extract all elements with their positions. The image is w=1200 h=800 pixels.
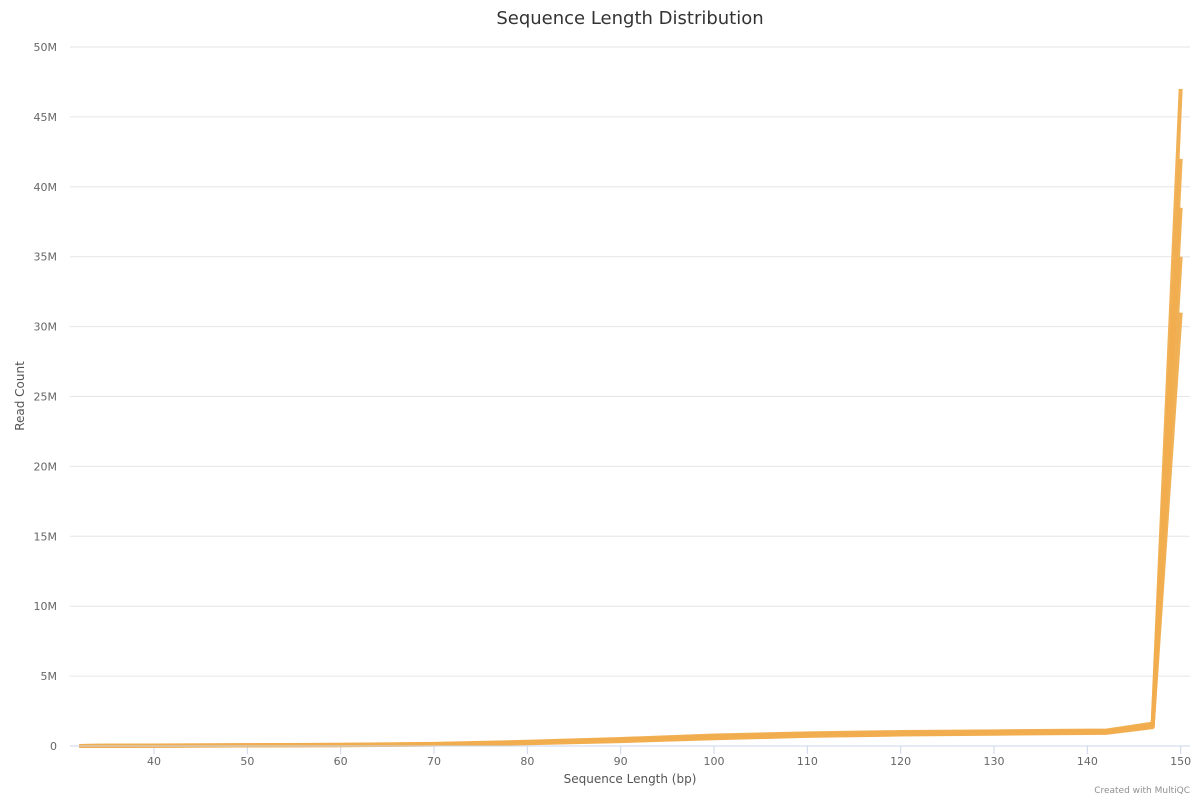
y-tick-label: 50M (34, 41, 58, 54)
x-tick-label: 60 (334, 755, 348, 768)
series-group (79, 88, 1183, 748)
y-axis-title: Read Count (13, 361, 27, 431)
y-tick-label: 0 (50, 740, 57, 753)
series-line (79, 88, 1183, 748)
x-tick-label: 130 (984, 755, 1005, 768)
y-tick-label: 30M (34, 321, 58, 334)
y-tick-label: 5M (41, 670, 58, 683)
x-tick-label: 40 (147, 755, 161, 768)
x-tick-label: 70 (427, 755, 441, 768)
y-tick-label: 45M (34, 111, 58, 124)
series-line (79, 158, 1183, 748)
x-tick-label: 100 (704, 755, 725, 768)
grid-lines (70, 46, 1190, 677)
x-axis-title: Sequence Length (bp) (564, 772, 697, 786)
x-tick-label: 90 (614, 755, 628, 768)
x-tick-label: 50 (240, 755, 254, 768)
x-tick-label: 110 (797, 755, 818, 768)
y-axis-ticks: 0 5M 10M 15M 20M 25M 30M 35M 40M 45M 50M (34, 41, 58, 753)
series-line (79, 207, 1183, 748)
x-axis-ticks: 40 50 60 70 80 90 100 110 120 130 140 150 (147, 746, 1191, 768)
x-tick-label: 80 (520, 755, 534, 768)
y-tick-label: 10M (34, 600, 58, 613)
y-tick-label: 25M (34, 391, 58, 404)
y-tick-label: 40M (34, 181, 58, 194)
x-tick-label: 140 (1077, 755, 1098, 768)
chart-title: Sequence Length Distribution (496, 8, 763, 29)
x-tick-label: 120 (890, 755, 911, 768)
credit-text: Created with MultiQC (1094, 786, 1190, 796)
y-tick-label: 20M (34, 460, 58, 473)
y-tick-label: 35M (34, 251, 58, 264)
series-line (79, 312, 1183, 748)
x-tick-label: 150 (1170, 755, 1191, 768)
series-line (79, 256, 1183, 748)
y-tick-label: 15M (34, 530, 58, 543)
